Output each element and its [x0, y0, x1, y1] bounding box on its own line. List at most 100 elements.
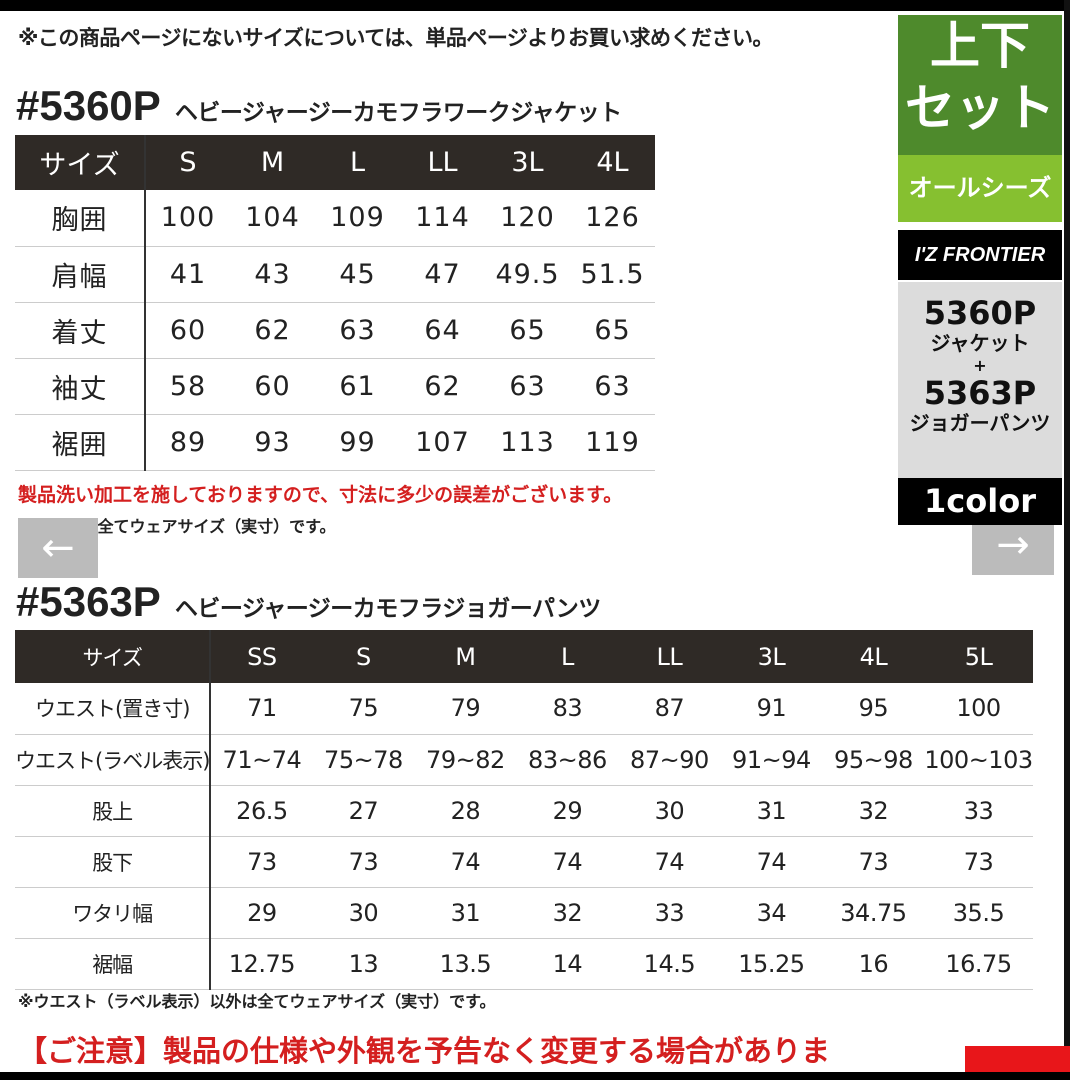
- table-row: ウエスト(置き寸) 71 75 79 83 87 91 95 100: [15, 683, 1033, 735]
- table-cell: 62: [400, 358, 485, 415]
- row-label: 袖丈: [15, 358, 146, 415]
- row-label: 着丈: [15, 302, 146, 359]
- table-cell: 34.75: [822, 887, 925, 939]
- table-cell: 45: [315, 246, 400, 303]
- table-cell: 14: [516, 938, 619, 990]
- row-label: 股下: [15, 836, 212, 888]
- top-note: ※この商品ページにないサイズについては、単品ページよりお買い求めください。: [18, 26, 773, 50]
- jacket-size-table: サイズ S M L LL 3L 4L 胸囲 100 104 109 114 120 126 肩幅 41 43 4…: [15, 135, 655, 471]
- table-cell: 65: [570, 302, 655, 359]
- table-cell: 126: [570, 190, 655, 247]
- table-cell: 74: [720, 836, 823, 888]
- arrow-right-icon: →: [996, 522, 1030, 568]
- table-cell: 89: [145, 414, 230, 471]
- table-row: 胸囲 100 104 109 114 120 126: [15, 190, 655, 247]
- table-cell: 63: [315, 302, 400, 359]
- set-line1: 上下: [930, 17, 1030, 75]
- size-header: SS: [210, 630, 313, 683]
- table-cell: 32: [822, 785, 925, 837]
- table-cell: 30: [618, 785, 721, 837]
- jacket-title: #5360P ヘビージャージーカモフラワークジャケット: [16, 82, 622, 130]
- jacket-code: #5360P: [16, 82, 161, 129]
- row-label: 股上: [15, 785, 212, 837]
- table-cell: 95~98: [822, 734, 925, 786]
- table-cell: 74: [414, 836, 517, 888]
- table-cell: 28: [414, 785, 517, 837]
- table-cell: 79: [414, 683, 517, 735]
- table-cell: 49.5: [485, 246, 570, 303]
- table-cell: 58: [145, 358, 230, 415]
- table-cell: 74: [516, 836, 619, 888]
- row-label: ウエスト(置き寸): [15, 683, 212, 735]
- table-cell: 26.5: [210, 785, 313, 837]
- table-cell: 12.75: [210, 938, 313, 990]
- table-cell: 75: [312, 683, 415, 735]
- item1-name: ジャケット: [930, 331, 1030, 355]
- table-cell: 14.5: [618, 938, 721, 990]
- row-label: ワタリ幅: [15, 887, 212, 939]
- table-cell: 93: [230, 414, 315, 471]
- table-cell: 13.5: [414, 938, 517, 990]
- bottom-border: [0, 1072, 1070, 1080]
- table-cell: 113: [485, 414, 570, 471]
- table-cell: 64: [400, 302, 485, 359]
- table-cell: 51.5: [570, 246, 655, 303]
- table-cell: 16.75: [924, 938, 1033, 990]
- plus-sign: +: [973, 356, 987, 375]
- pants-note: ※ウエスト（ラベル表示）以外は全てウェアサイズ（実寸）です。: [18, 992, 496, 1011]
- pants-name: ヘビージャージーカモフラジョガーパンツ: [174, 596, 601, 622]
- table-row: 裾囲 89 93 99 107 113 119: [15, 414, 655, 471]
- table-cell: 95: [822, 683, 925, 735]
- table-cell: 35.5: [924, 887, 1033, 939]
- item1-code: 5360P: [923, 294, 1037, 332]
- size-header: S: [312, 630, 415, 683]
- row-label: ウエスト(ラベル表示): [15, 734, 212, 786]
- color-count: 1color: [898, 478, 1062, 525]
- pants-code: #5363P: [16, 578, 161, 625]
- table-cell: 15.25: [720, 938, 823, 990]
- table-cell: 34: [720, 887, 823, 939]
- table-row: ワタリ幅 29 30 31 32 33 34 34.75 35.5: [15, 887, 1033, 939]
- table-cell: 104: [230, 190, 315, 247]
- table-cell: 71~74: [210, 734, 313, 786]
- item2-code: 5363P: [923, 374, 1037, 412]
- table-row: 肩幅 41 43 45 47 49.5 51.5: [15, 246, 655, 303]
- table-row: 着丈 60 62 63 64 65 65: [15, 302, 655, 359]
- table-cell: 71: [210, 683, 313, 735]
- table-cell: 107: [400, 414, 485, 471]
- set-line2: セット: [905, 79, 1055, 137]
- table-cell: 63: [485, 358, 570, 415]
- table-cell: 31: [720, 785, 823, 837]
- table-cell: 60: [145, 302, 230, 359]
- row-label: 胸囲: [15, 190, 146, 247]
- size-header: 4L: [570, 135, 655, 190]
- table-cell: 109: [315, 190, 400, 247]
- table-cell: 114: [400, 190, 485, 247]
- size-header: L: [315, 135, 400, 190]
- table-cell: 83~86: [516, 734, 619, 786]
- table-cell: 73: [312, 836, 415, 888]
- table-cell: 73: [924, 836, 1033, 888]
- table-row: 袖丈 58 60 61 62 63 63: [15, 358, 655, 415]
- size-header: 4L: [822, 630, 925, 683]
- table-cell: 65: [485, 302, 570, 359]
- table-cell: 91~94: [720, 734, 823, 786]
- table-cell: 33: [618, 887, 721, 939]
- jacket-note-red: 製品洗い加工を施しておりますので、寸法に多少の誤差がございます。: [18, 484, 623, 506]
- header-label: サイズ: [15, 630, 212, 683]
- table-cell: 87~90: [618, 734, 721, 786]
- size-header: M: [230, 135, 315, 190]
- size-header: M: [414, 630, 517, 683]
- table-cell: 41: [145, 246, 230, 303]
- row-label: 裾幅: [15, 938, 212, 990]
- table-cell: 30: [312, 887, 415, 939]
- table-row: ウエスト(ラベル表示) 71~74 75~78 79~82 83~86 87~90 91~9…: [15, 734, 1033, 786]
- table-cell: 47: [400, 246, 485, 303]
- next-button[interactable]: →: [972, 515, 1054, 575]
- set-badge: 上下 セット: [898, 15, 1062, 155]
- table-cell: 73: [210, 836, 313, 888]
- table-cell: 91: [720, 683, 823, 735]
- size-header: LL: [400, 135, 485, 190]
- table-cell: 119: [570, 414, 655, 471]
- prev-button[interactable]: ←: [18, 518, 98, 578]
